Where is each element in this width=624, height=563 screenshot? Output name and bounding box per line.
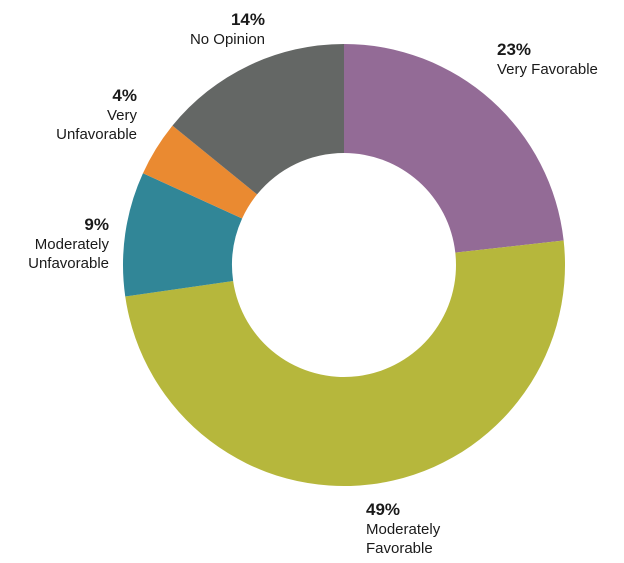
slice-moderately-unfavorable <box>122 173 243 297</box>
label-text-moderately-favorable-1: Moderately <box>366 521 441 538</box>
label-pct-very-favorable: 23% <box>497 40 531 59</box>
slice-no-opinion <box>172 43 344 195</box>
label-text-no-opinion-1: No Opinion <box>190 31 265 48</box>
label-pct-very-unfavorable: 4% <box>112 86 137 105</box>
label-text-moderately-unfavorable-2: Unfavorable <box>28 255 109 272</box>
label-text-very-favorable-1: Very Favorable <box>497 61 598 78</box>
label-text-moderately-unfavorable-1: Moderately <box>35 236 110 253</box>
label-pct-no-opinion: 14% <box>231 10 265 29</box>
label-pct-moderately-favorable: 49% <box>366 500 400 519</box>
label-text-very-unfavorable-2: Unfavorable <box>56 126 137 143</box>
chart-labels: 23% Very Favorable 49% Moderately Favorable 9… <box>28 10 598 557</box>
label-pct-moderately-unfavorable: 9% <box>84 215 109 234</box>
slice-very-favorable <box>344 44 564 253</box>
chart-slices <box>122 43 566 487</box>
label-text-moderately-favorable-2: Favorable <box>366 540 433 557</box>
label-text-very-unfavorable-1: Very <box>107 107 138 124</box>
slice-very-unfavorable <box>142 125 258 219</box>
slice-moderately-favorable <box>125 240 566 487</box>
